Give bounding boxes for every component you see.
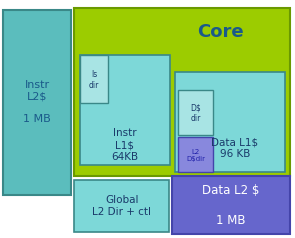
Text: Core: Core bbox=[197, 23, 243, 41]
FancyBboxPatch shape bbox=[3, 10, 71, 195]
Text: Data L2 $

1 MB: Data L2 $ 1 MB bbox=[202, 183, 260, 227]
Text: D$
dir: D$ dir bbox=[191, 103, 201, 123]
Text: Instr
L2$

1 MB: Instr L2$ 1 MB bbox=[23, 79, 51, 124]
FancyBboxPatch shape bbox=[74, 180, 169, 232]
FancyBboxPatch shape bbox=[80, 55, 108, 103]
Text: L2
D$dir: L2 D$dir bbox=[186, 149, 206, 162]
FancyBboxPatch shape bbox=[178, 90, 213, 135]
FancyBboxPatch shape bbox=[175, 72, 285, 172]
Text: Global
L2 Dir + ctl: Global L2 Dir + ctl bbox=[93, 195, 152, 217]
Text: Instr
L1$
64KB: Instr L1$ 64KB bbox=[112, 128, 139, 162]
FancyBboxPatch shape bbox=[74, 8, 290, 176]
FancyBboxPatch shape bbox=[172, 176, 290, 234]
FancyBboxPatch shape bbox=[178, 137, 213, 172]
Text: Data L1$
96 KB: Data L1$ 96 KB bbox=[212, 137, 258, 159]
FancyBboxPatch shape bbox=[80, 55, 170, 165]
Text: Is
dir: Is dir bbox=[89, 70, 99, 90]
